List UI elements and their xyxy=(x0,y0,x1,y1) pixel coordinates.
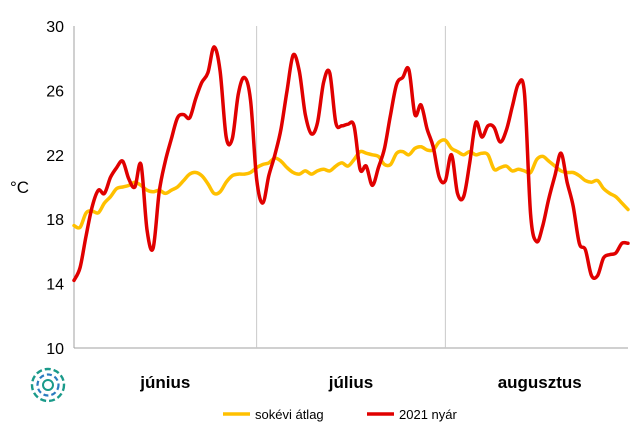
y-tick-label: 26 xyxy=(46,83,64,100)
month-labels: június július augusztus xyxy=(139,373,581,392)
y-tick-label: 18 xyxy=(46,212,64,229)
month-label: augusztus xyxy=(498,373,582,392)
legend-item-2021: 2021 nyár xyxy=(367,407,457,422)
legend-label-2021: 2021 nyár xyxy=(399,407,457,422)
y-tick-label: 10 xyxy=(46,341,64,358)
legend-label-average: sokévi átlag xyxy=(255,407,324,422)
logo-ring-inner xyxy=(42,379,54,391)
series-line-average xyxy=(72,138,630,230)
gridlines xyxy=(73,26,628,349)
y-axis-label: °C xyxy=(10,178,29,197)
y-tick-label: 14 xyxy=(46,277,64,294)
logo-ring-middle xyxy=(36,373,60,397)
y-axis-ticks: 10 14 18 22 26 30 xyxy=(46,19,64,358)
y-tick-label: 30 xyxy=(46,19,64,36)
logo-ring-outer xyxy=(30,367,66,403)
month-separators xyxy=(256,26,446,348)
month-label: június xyxy=(139,373,190,392)
logo xyxy=(30,367,66,403)
legend: sokévi átlag 2021 nyár xyxy=(223,407,457,422)
series-lines xyxy=(72,45,630,283)
y-tick-label: 22 xyxy=(46,148,64,165)
month-label: július xyxy=(328,373,373,392)
legend-item-average: sokévi átlag xyxy=(223,407,324,422)
series-line-2021 xyxy=(72,45,630,283)
